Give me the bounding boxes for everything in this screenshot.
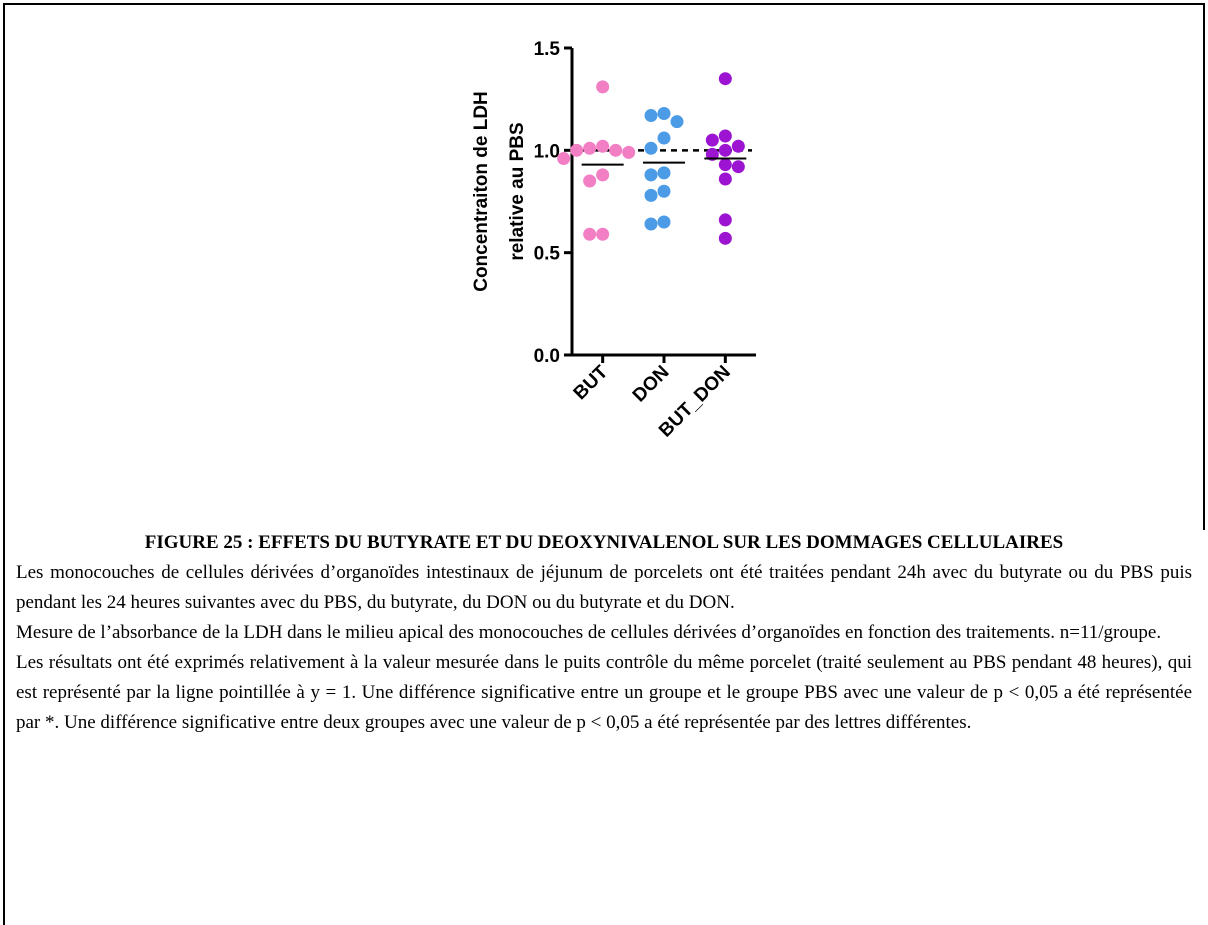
- x-tick-label: DON: [629, 362, 674, 407]
- data-point: [609, 143, 623, 157]
- data-point: [657, 106, 671, 120]
- data-point: [718, 72, 732, 86]
- data-point: [596, 80, 610, 94]
- data-point: [657, 131, 671, 145]
- data-point: [670, 115, 684, 129]
- data-point: [657, 166, 671, 180]
- y-axis-label: relative au PBS: [507, 122, 528, 260]
- data-point: [583, 141, 597, 155]
- data-point: [731, 139, 745, 153]
- chart: 0.0 0.5 1.0 1.5 Concentraiton de LDH relative…: [471, 39, 756, 441]
- data-point: [718, 158, 732, 172]
- data-point: [583, 227, 597, 241]
- data-point: [644, 217, 658, 231]
- data-point: [570, 143, 584, 157]
- y-tick-label: 1.5: [534, 39, 561, 60]
- border: [3, 3, 1205, 925]
- data-point: [657, 184, 671, 198]
- x-tick-label: BUT: [570, 361, 613, 404]
- data-point: [596, 139, 610, 153]
- data-point: [705, 133, 719, 147]
- data-point: [718, 231, 732, 245]
- data-point: [718, 129, 732, 143]
- y-axis-label: Concentraiton de LDH: [471, 91, 492, 292]
- data-point: [596, 168, 610, 182]
- caption: FIGURE 25 : EFFETS DU BUTYRATE ET DU DEO…: [16, 530, 1192, 738]
- data-point: [557, 152, 571, 166]
- data-point: [718, 213, 732, 227]
- paragraph: Les monocouches de cellules dérivées d’o…: [16, 562, 1192, 613]
- data-point: [644, 141, 658, 155]
- data-point: [596, 227, 610, 241]
- data-point: [644, 109, 658, 123]
- data-point: [622, 145, 636, 159]
- y-tick-label: 0.5: [534, 244, 561, 265]
- figure-title: FIGURE 25 : EFFETS DU BUTYRATE ET DU DEO…: [144, 532, 1064, 553]
- data-point: [718, 172, 732, 186]
- y-tick-label: 0.0: [534, 346, 560, 367]
- paragraph: Les résultats ont été exprimés relativem…: [16, 652, 1192, 733]
- data-point: [583, 174, 597, 188]
- data-point: [718, 143, 732, 157]
- data-point: [731, 160, 745, 174]
- y-tick-label: 1.0: [534, 141, 560, 162]
- data-point: [657, 215, 671, 229]
- data-point: [644, 168, 658, 182]
- data-point: [644, 188, 658, 202]
- paragraph: Mesure de l’absorbance de la LDH dans le…: [16, 622, 1162, 643]
